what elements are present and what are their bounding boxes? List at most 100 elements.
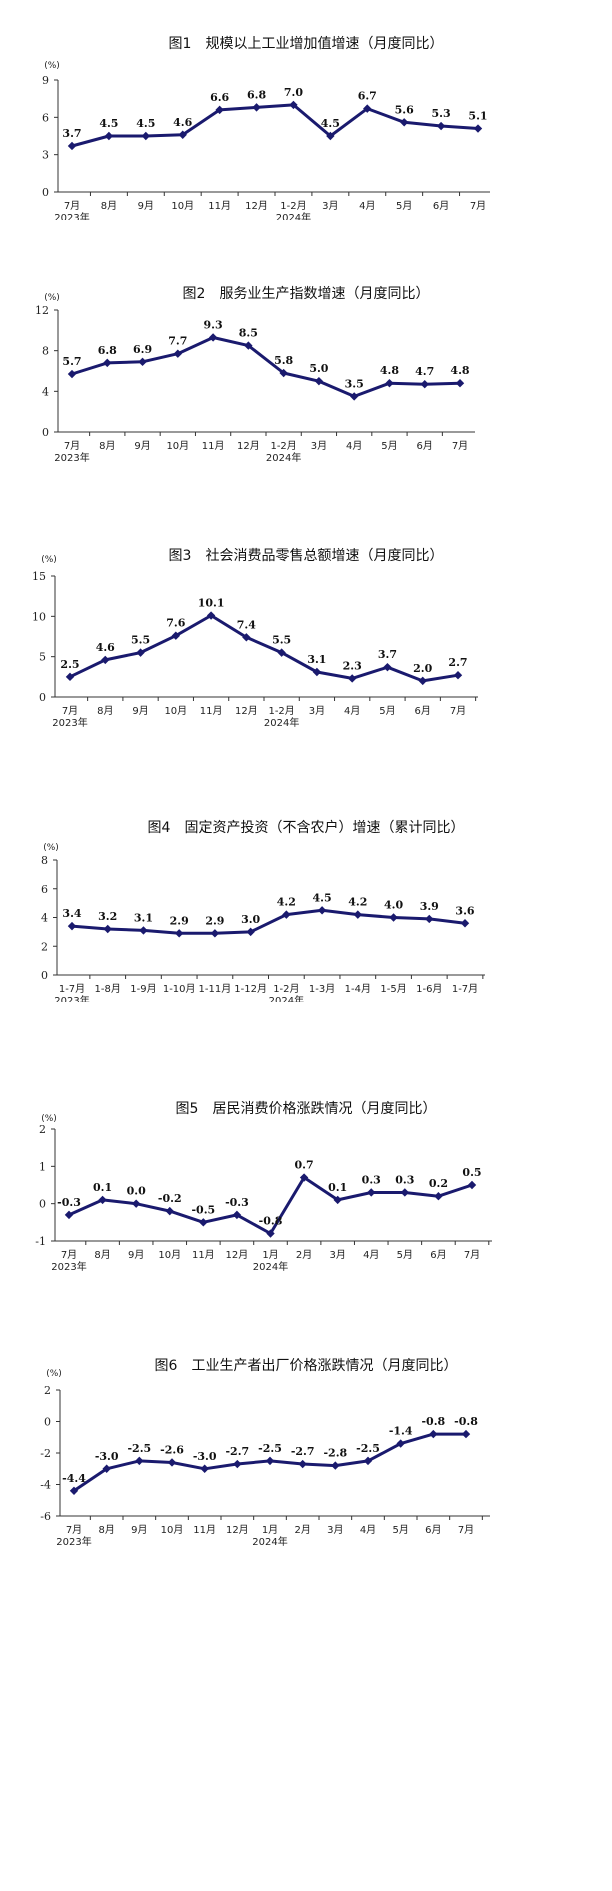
data-point-marker [314,376,324,386]
data-point-marker [473,124,483,133]
x-tick-label: 1-9月 [130,983,156,995]
x-tick-label: 7月 [470,200,486,212]
data-label: 4.8 [450,364,469,377]
data-label: 0.1 [328,1181,347,1194]
x-tick-label: 7月 [66,1524,82,1536]
data-point-marker [418,676,427,686]
data-label: -1.4 [389,1425,413,1438]
data-point-marker [385,379,394,388]
data-point-marker [467,1180,477,1190]
data-label: 5.3 [432,107,451,120]
data-label: 5.7 [62,355,81,368]
x-year-label: 2024年 [269,994,304,1002]
data-point-marker [141,131,151,141]
series-line [71,908,466,935]
data-label: 4.5 [313,891,332,904]
data-label: 2.5 [60,658,79,671]
data-label: -0.8 [454,1415,478,1428]
y-tick-label: 0 [42,186,49,199]
x-year-label: 2024年 [252,1535,287,1548]
x-year-label: 2023年 [56,1535,91,1548]
x-tick-label: 7月 [64,200,80,212]
y-tick-label: 4 [41,912,48,925]
y-tick-label: 2 [44,1384,51,1397]
data-label: 4.5 [136,117,155,130]
x-tick-label: 1月 [262,1524,278,1536]
x-tick-label: 1-8月 [95,983,121,995]
x-tick-label: 9月 [132,705,148,717]
data-label: 5.5 [131,634,150,647]
data-label: -2.5 [356,1442,380,1455]
x-tick-label: 1月 [262,1249,278,1261]
data-label: 4.6 [173,116,192,129]
y-tick-label: 0 [44,1416,51,1429]
data-label: -0.8 [259,1215,283,1228]
data-label: 2.7 [448,656,467,669]
data-point-marker [102,1464,111,1473]
y-tick-label: 10 [32,610,46,623]
data-point-marker [246,927,255,937]
data-point-marker [178,130,187,139]
y-tick-label: 0 [39,1198,46,1211]
x-tick-label: 1-12月 [234,983,267,995]
data-label: 7.4 [237,618,256,631]
y-tick-label: 1 [39,1160,46,1173]
data-label: 0.3 [362,1173,381,1186]
data-label: 4.8 [380,364,399,377]
data-label: 5.1 [468,110,487,123]
data-label: 5.5 [272,634,291,647]
data-point-marker [429,1429,438,1439]
chart-title: 图5 居民消费价格涨跌情况（月度同比） [176,1101,437,1117]
x-tick-label: 10月 [164,705,187,717]
data-point-marker [353,910,363,919]
data-point-marker [210,929,220,938]
x-tick-label: 6月 [417,440,433,452]
x-tick-label: 6月 [425,1524,441,1536]
data-label: 5.0 [309,362,328,375]
data-label: 2.0 [413,662,432,675]
x-tick-label: 8月 [94,1249,110,1261]
data-point-marker [233,1459,242,1469]
data-point-marker [67,141,77,151]
y-unit-label: (%) [44,293,60,303]
x-tick-label: 5月 [379,705,395,717]
data-label: 5.8 [274,354,293,367]
data-point-marker [400,1188,410,1197]
data-label: 10.1 [198,597,225,610]
x-tick-label: 7月 [62,705,78,717]
data-label: -0.3 [57,1196,81,1209]
y-unit-label: (%) [46,1369,62,1379]
y-tick-label: 12 [35,304,49,317]
data-label: -2.7 [291,1445,315,1458]
x-tick-label: 9月 [138,200,154,212]
data-label: 4.2 [348,896,367,909]
data-point-marker [206,611,216,620]
y-unit-label: (%) [41,1114,57,1124]
x-tick-label: 6月 [415,705,431,717]
data-label: 6.9 [133,343,152,356]
x-tick-label: 11月 [192,1249,215,1261]
x-tick-label: 4月 [359,200,375,212]
data-point-marker [103,924,112,934]
data-point-marker [104,131,114,141]
x-tick-label: 2月 [294,1524,310,1536]
data-point-marker [317,906,327,915]
data-label: 7.6 [166,617,185,630]
x-tick-label: 7月 [450,705,466,717]
x-tick-label: 10月 [161,1524,184,1536]
x-tick-label: 8月 [101,200,117,212]
data-label: 3.2 [98,910,117,923]
data-point-marker [165,1206,174,1216]
x-year-label: 2023年 [51,1260,86,1273]
data-label: 8.5 [239,327,258,340]
data-point-marker [199,1218,208,1227]
x-tick-label: 4月 [363,1249,379,1261]
data-point-marker [265,1456,275,1466]
data-point-marker [266,1229,275,1238]
data-label: 3.6 [455,904,474,917]
x-tick-label: 1-11月 [199,983,232,995]
data-label: -0.8 [421,1415,445,1428]
